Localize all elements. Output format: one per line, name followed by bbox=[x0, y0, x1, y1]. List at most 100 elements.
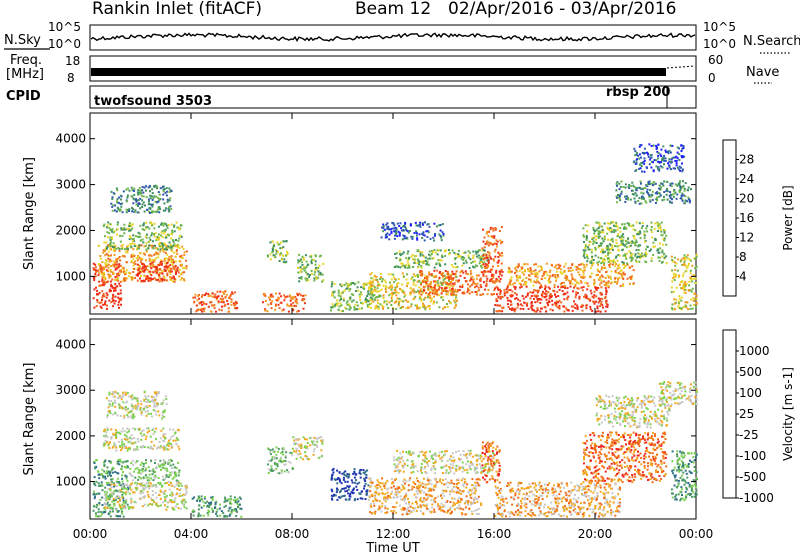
power-echo-cell bbox=[385, 282, 387, 284]
power-echo-cell bbox=[499, 305, 501, 307]
power-echo-cell bbox=[493, 289, 495, 291]
velocity-echo-cell bbox=[119, 515, 121, 517]
power-echo-cell bbox=[455, 305, 457, 307]
velocity-echo-cell bbox=[140, 485, 142, 487]
power-echo-cell bbox=[429, 255, 431, 257]
power-echo-cell bbox=[595, 301, 597, 303]
power-echo-cell bbox=[659, 185, 661, 187]
power-echo-cell bbox=[454, 258, 456, 260]
power-echo-cell bbox=[538, 265, 540, 267]
velocity-echo-cell bbox=[175, 443, 177, 445]
power-echo-cell bbox=[415, 255, 417, 257]
velocity-echo-cell bbox=[132, 415, 134, 417]
power-echo-cell bbox=[283, 299, 285, 301]
power-echo-cell bbox=[518, 263, 520, 265]
velocity-echo-cell bbox=[117, 478, 119, 480]
power-echo-cell bbox=[499, 293, 501, 295]
power-echo-cell bbox=[440, 297, 442, 299]
power-echo-cell bbox=[576, 266, 578, 268]
power-echo-cell bbox=[461, 265, 463, 267]
power-echo-cell bbox=[483, 241, 485, 243]
power-echo-cell bbox=[610, 248, 612, 250]
power-echo-cell bbox=[399, 222, 401, 224]
power-echo-cell bbox=[116, 200, 118, 202]
power-echo-cell bbox=[541, 278, 543, 280]
power-echo-cell bbox=[393, 222, 395, 224]
power-echo-cell bbox=[405, 264, 407, 266]
power-echo-cell bbox=[305, 294, 307, 296]
power-echo-cell bbox=[441, 287, 443, 289]
power-echo-cell bbox=[317, 277, 319, 279]
power-echo-cell bbox=[413, 262, 415, 264]
power-echo-cell bbox=[152, 261, 154, 263]
power-echo-cell bbox=[651, 257, 653, 259]
power-echo-cell bbox=[156, 272, 158, 274]
power-echo-cell bbox=[355, 304, 357, 306]
power-echo-cell bbox=[641, 202, 643, 204]
power-echo-cell bbox=[131, 279, 133, 281]
power-echo-cell bbox=[599, 276, 601, 278]
power-echo-cell bbox=[427, 296, 429, 298]
power-echo-cell bbox=[173, 226, 175, 228]
power-echo-cell bbox=[462, 259, 464, 261]
power-echo-cell bbox=[626, 253, 628, 255]
power-echo-cell bbox=[483, 263, 485, 265]
power-echo-cell bbox=[447, 273, 449, 275]
power-echo-cell bbox=[129, 238, 131, 240]
power-echo-cell bbox=[501, 275, 503, 277]
velocity-echo-cell bbox=[172, 508, 174, 510]
velocity-echo-cell bbox=[153, 428, 155, 430]
power-echo-cell bbox=[174, 269, 176, 271]
velocity-echo-cell bbox=[162, 501, 164, 503]
power-echo-cell bbox=[658, 196, 660, 198]
power-echo-cell bbox=[678, 300, 680, 302]
power-echo-cell bbox=[582, 270, 584, 272]
power-echo-cell bbox=[540, 308, 542, 310]
power-echo-cell bbox=[528, 278, 530, 280]
power-echo-cell bbox=[607, 228, 609, 230]
power-echo-cell bbox=[401, 300, 403, 302]
velocity-echo-cell bbox=[130, 489, 132, 491]
velocity-echo-cell bbox=[105, 493, 107, 495]
power-echo-cell bbox=[159, 251, 161, 253]
power-echo-cell bbox=[455, 266, 457, 268]
power-echo-cell bbox=[485, 275, 487, 277]
power-echo-cell bbox=[456, 270, 458, 272]
power-echo-cell bbox=[686, 270, 688, 272]
power-echo-cell bbox=[137, 205, 139, 207]
power-echo-cell bbox=[514, 282, 516, 284]
power-echo-cell bbox=[406, 279, 408, 281]
power-echo-cell bbox=[538, 298, 540, 300]
power-echo-cell bbox=[411, 303, 413, 305]
velocity-echo-cell bbox=[119, 459, 121, 461]
power-echo-cell bbox=[484, 267, 486, 269]
power-echo-cell bbox=[439, 259, 441, 261]
power-echo-cell bbox=[630, 252, 632, 254]
velocity-echo-cell bbox=[151, 503, 153, 505]
power-echo-cell bbox=[614, 245, 616, 247]
power-echo-cell bbox=[382, 230, 384, 232]
power-echo-cell bbox=[225, 296, 227, 298]
power-echo-cell bbox=[483, 281, 485, 283]
power-echo-cell bbox=[133, 268, 135, 270]
power-echo-cell bbox=[439, 271, 441, 273]
power-echo-cell bbox=[106, 294, 108, 296]
power-echo-cell bbox=[637, 252, 639, 254]
velocity-echo-cell bbox=[165, 447, 167, 449]
power-echo-cell bbox=[123, 267, 125, 269]
power-echo-cell bbox=[176, 249, 178, 251]
power-echo-cell bbox=[614, 278, 616, 280]
velocity-echo-cell bbox=[126, 488, 128, 490]
power-echo-cell bbox=[590, 290, 592, 292]
power-echo-cell bbox=[147, 209, 149, 211]
power-echo-cell bbox=[471, 284, 473, 286]
power-echo-cell bbox=[154, 236, 156, 238]
power-echo-cell bbox=[202, 294, 204, 296]
power-echo-cell bbox=[631, 265, 633, 267]
power-echo-cell bbox=[591, 251, 593, 253]
power-echo-cell bbox=[619, 198, 621, 200]
power-echo-cell bbox=[173, 276, 175, 278]
power-echo-cell bbox=[163, 225, 165, 227]
velocity-echo-cell bbox=[146, 401, 148, 403]
power-echo-cell bbox=[120, 206, 122, 208]
